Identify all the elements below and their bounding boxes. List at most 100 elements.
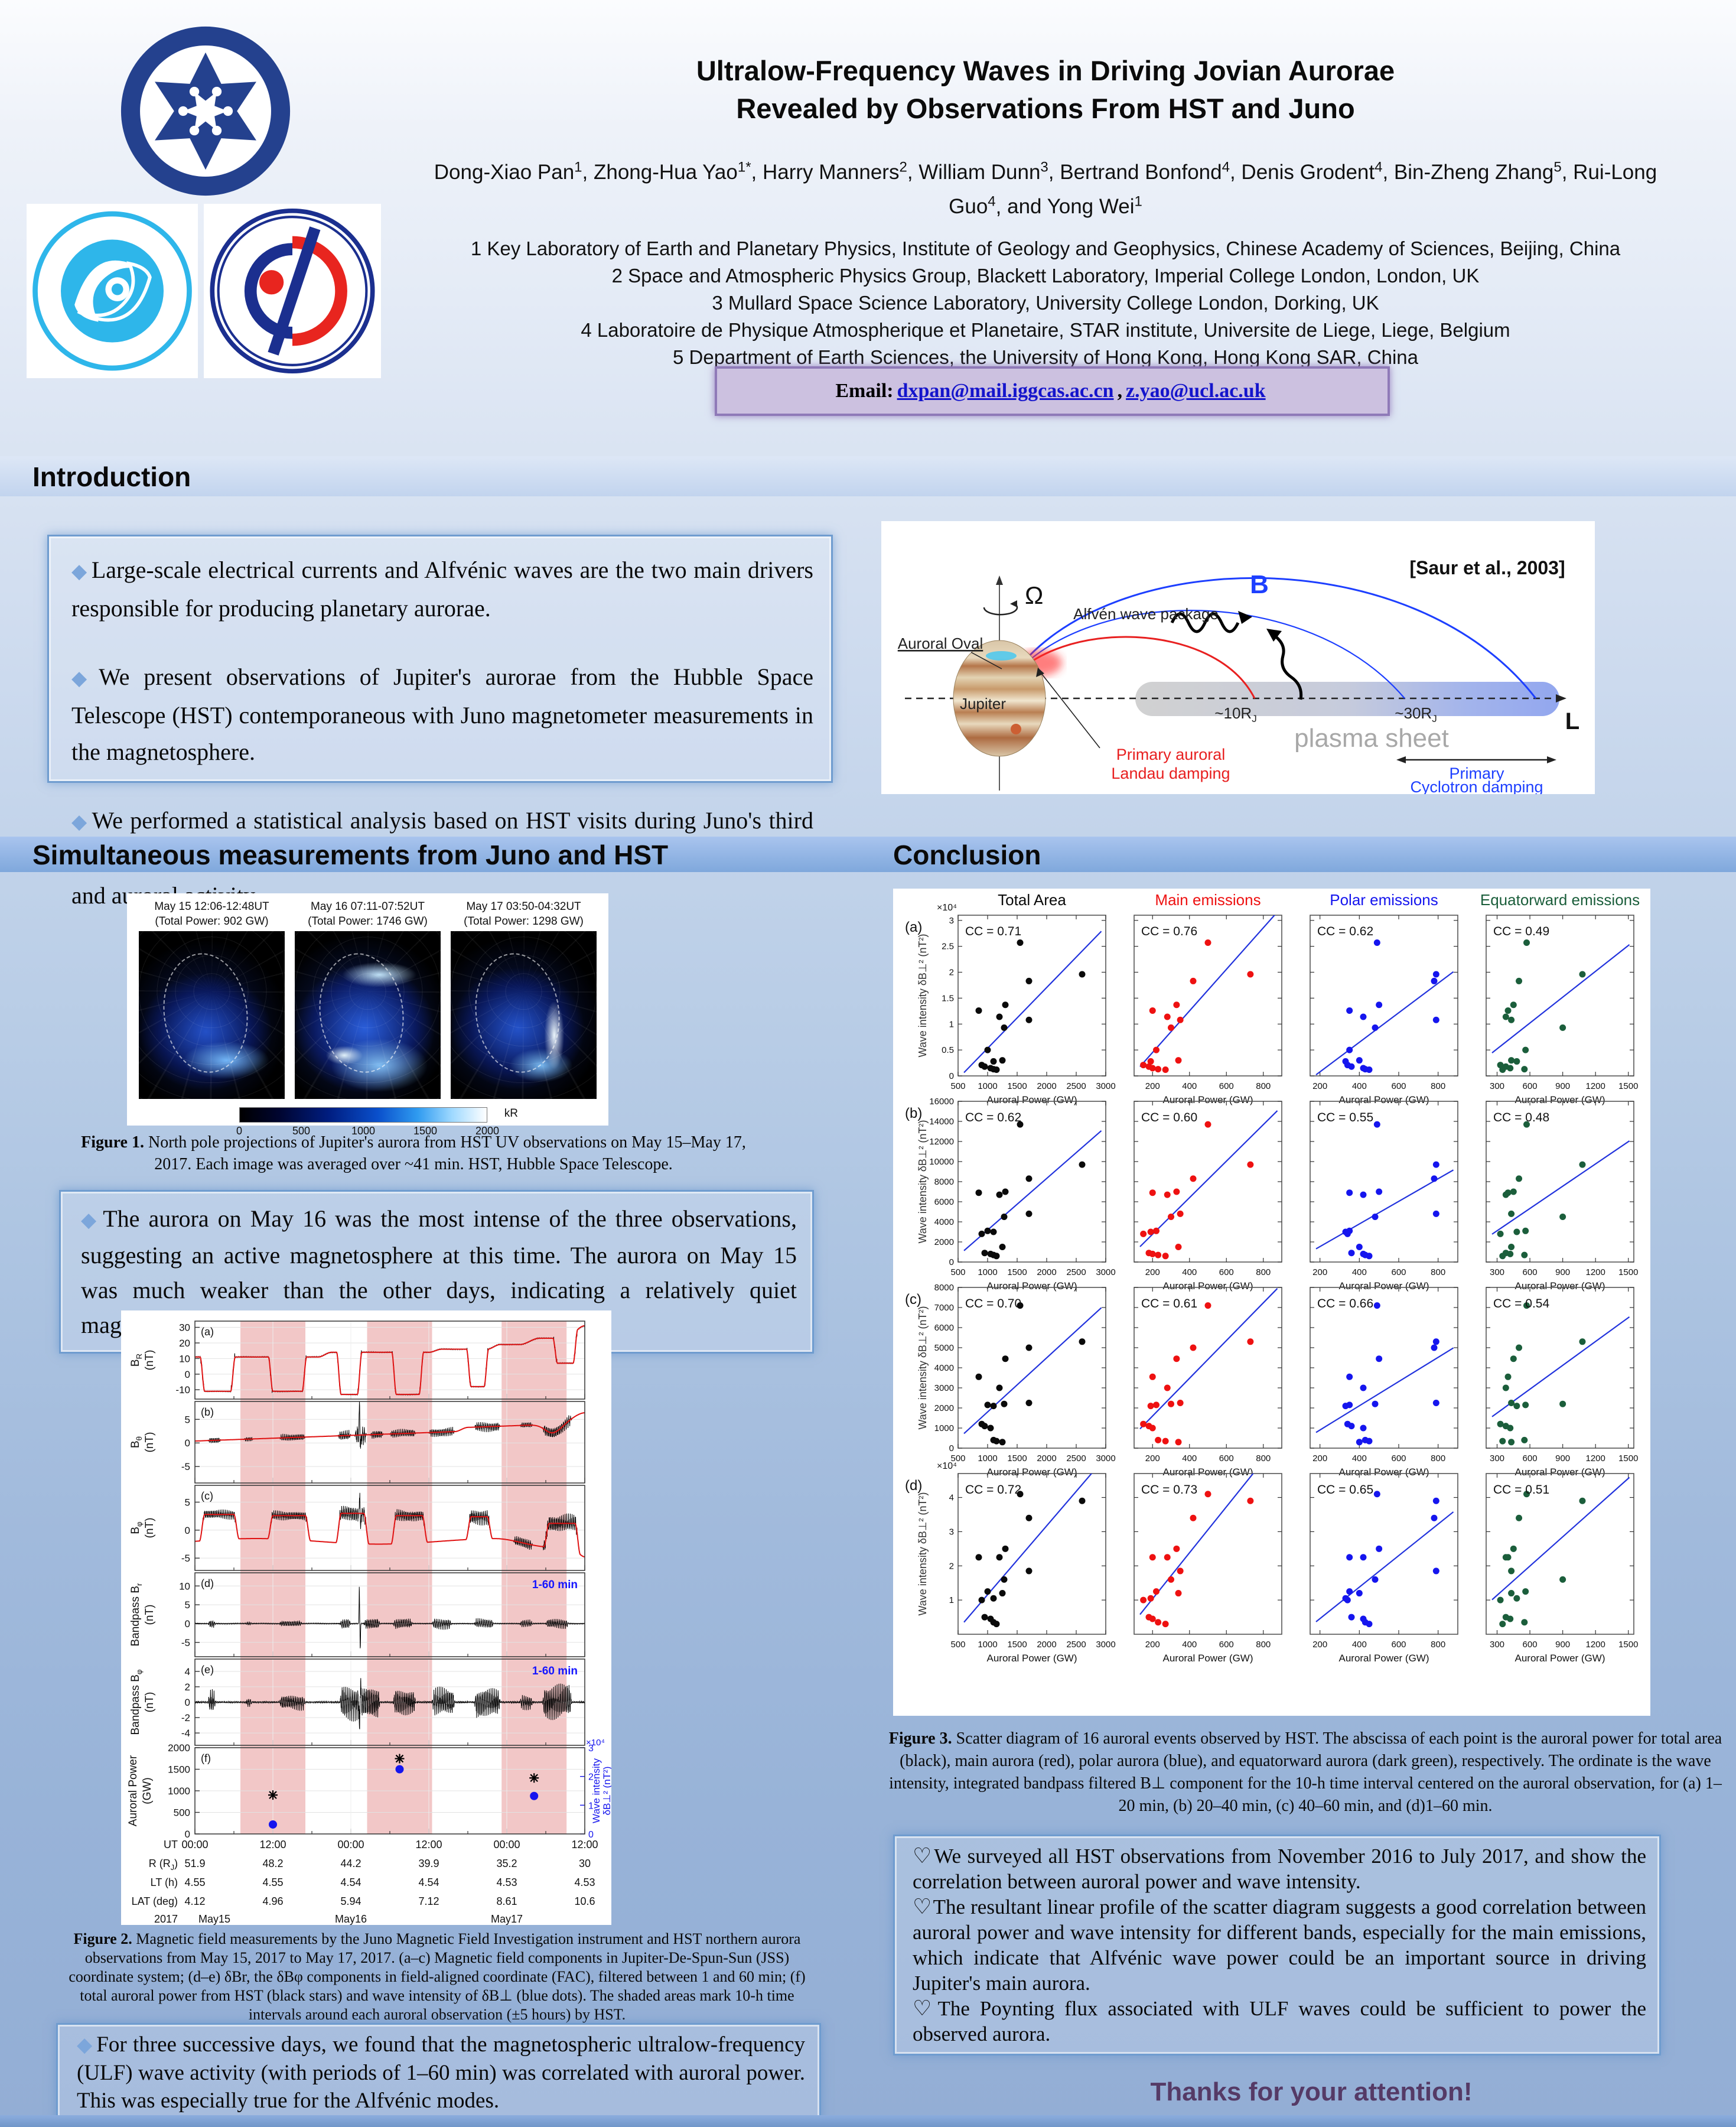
svg-text:400: 400 <box>1182 1453 1197 1463</box>
svg-text:4.53: 4.53 <box>574 1876 595 1888</box>
conclusion-bullet-2: The resultant linear profile of the scat… <box>908 1894 1646 1996</box>
scatter-point <box>1001 1214 1008 1220</box>
scatter-point <box>1140 1230 1147 1237</box>
jupiter-globe <box>953 640 1046 757</box>
scatter-point <box>1522 1227 1529 1234</box>
scatter-point <box>1190 1175 1197 1182</box>
fit-line <box>1491 1140 1630 1235</box>
scatter-point <box>1002 1001 1009 1009</box>
scatter-point <box>1001 1400 1008 1407</box>
svg-text:1000: 1000 <box>934 1423 954 1433</box>
svg-text:1000: 1000 <box>978 1267 997 1277</box>
l-label: L <box>1565 708 1579 734</box>
section-title-simultaneous: Simultaneous measurements from Juno and … <box>32 840 669 870</box>
svg-text:8.61: 8.61 <box>496 1895 517 1907</box>
svg-text:(b): (b) <box>201 1406 214 1418</box>
svg-text:10000: 10000 <box>929 1157 954 1167</box>
scatter-point <box>1372 1214 1379 1220</box>
svg-text:-5: -5 <box>181 1637 190 1648</box>
svg-text:2: 2 <box>185 1682 190 1693</box>
scatter-point <box>1366 1437 1373 1445</box>
scatter-point <box>990 1058 997 1065</box>
svg-text:CC = 0.72: CC = 0.72 <box>965 1483 1021 1497</box>
email-link-1[interactable]: dxpan@mail.iggcas.ac.cn <box>897 380 1114 402</box>
scatter-point <box>1510 1545 1517 1552</box>
scatter-point <box>1204 1302 1211 1309</box>
scatter-point <box>1147 1403 1154 1410</box>
fit-line <box>1491 944 1630 1053</box>
author: Bin-Zheng Zhang5 <box>1393 159 1562 184</box>
scatter-point <box>1513 1595 1520 1602</box>
svg-text:400: 400 <box>1352 1640 1367 1650</box>
figure1: May 15 12:06-12:48UT (Total Power: 902 GW… <box>127 893 608 1137</box>
scatter-point <box>1149 1615 1156 1622</box>
svg-text:(c): (c) <box>201 1490 213 1502</box>
svg-text:Auroral Power (GW): Auroral Power (GW) <box>986 1653 1077 1664</box>
svg-text:Auroral Power (GW): Auroral Power (GW) <box>1162 1653 1253 1664</box>
scatter-point <box>1079 971 1086 978</box>
author: William Dunn3 <box>919 159 1048 184</box>
svg-text:Auroral Power (GW): Auroral Power (GW) <box>1514 1280 1605 1292</box>
affiliation-list: 1 Key Laboratory of Earth and Planetary … <box>413 235 1678 371</box>
svg-text:2000: 2000 <box>1037 1640 1056 1650</box>
scatter-point <box>1504 1373 1512 1380</box>
svg-text:CC = 0.55: CC = 0.55 <box>1317 1111 1373 1124</box>
fit-line <box>1139 1288 1278 1430</box>
svg-text:×10⁴: ×10⁴ <box>586 1738 605 1748</box>
svg-text:CC = 0.76: CC = 0.76 <box>1141 925 1197 938</box>
scatter-point <box>1523 1491 1530 1498</box>
svg-text:1500: 1500 <box>1007 1453 1027 1463</box>
figure3: Total Area Main emissions Polar emissions E… <box>893 889 1650 1716</box>
scatter-point <box>1559 1576 1566 1583</box>
scatter-point <box>1149 1065 1156 1072</box>
colorbar-tick: 0 <box>236 1125 243 1137</box>
svg-text:CC = 0.51: CC = 0.51 <box>1493 1483 1549 1497</box>
svg-text:BR: BR <box>129 1354 144 1367</box>
scatter-point <box>1190 1344 1197 1351</box>
scatter-point <box>1162 1066 1169 1073</box>
wave-intensity-dot <box>269 1820 277 1829</box>
scatter-point <box>1516 1344 1523 1351</box>
svg-text:0: 0 <box>949 1071 954 1081</box>
svg-text:5000: 5000 <box>934 1343 954 1353</box>
svg-text:May15: May15 <box>198 1913 230 1925</box>
aurora-note: The aurora on May 16 was the most intens… <box>76 1201 797 1342</box>
svg-text:4000: 4000 <box>934 1363 954 1373</box>
svg-text:1000: 1000 <box>978 1640 997 1650</box>
scatter-point <box>1168 1576 1174 1583</box>
svg-text:Auroral Power (GW): Auroral Power (GW) <box>986 1094 1077 1105</box>
scatter-point <box>987 1424 994 1432</box>
svg-text:300: 300 <box>1490 1640 1504 1650</box>
scatter-point <box>999 1439 1006 1446</box>
scatter-point <box>1173 1001 1180 1009</box>
svg-text:4.55: 4.55 <box>262 1876 283 1888</box>
scatter-point <box>1521 1619 1528 1626</box>
svg-text:(nT): (nT) <box>144 1432 156 1453</box>
scatter-point <box>1147 1058 1154 1065</box>
scatter-point <box>984 1046 991 1053</box>
svg-text:2: 2 <box>949 1561 954 1571</box>
fit-line <box>963 1307 1102 1435</box>
svg-text:10: 10 <box>179 1580 190 1592</box>
email-link-2[interactable]: z.yao@ucl.ac.uk <box>1126 380 1266 402</box>
scatter-point <box>1204 1121 1211 1128</box>
svg-text:00:00: 00:00 <box>337 1839 364 1850</box>
scatter-point <box>1346 1007 1353 1014</box>
svg-text:Auroral Power (GW): Auroral Power (GW) <box>986 1280 1077 1292</box>
svg-text:900: 900 <box>1555 1267 1570 1277</box>
svg-text:200: 200 <box>1312 1267 1327 1277</box>
svg-text:500: 500 <box>950 1081 965 1091</box>
scatter-point <box>1177 1016 1184 1023</box>
scatter-point <box>1342 1403 1349 1410</box>
scatter-point <box>996 1554 1003 1561</box>
scatter-point <box>1522 1401 1529 1409</box>
email-label: Email: <box>835 380 894 402</box>
scatter-point <box>1521 1066 1528 1073</box>
colorbar-unit: kR <box>504 1107 518 1120</box>
alfven-wave-squiggle <box>1170 612 1240 633</box>
scatter-point <box>1155 1436 1162 1443</box>
svg-text:×10⁴: ×10⁴ <box>937 903 957 913</box>
scatter-point <box>1373 939 1380 947</box>
scatter-point <box>1504 1007 1512 1014</box>
scatter-point <box>1155 1619 1162 1626</box>
